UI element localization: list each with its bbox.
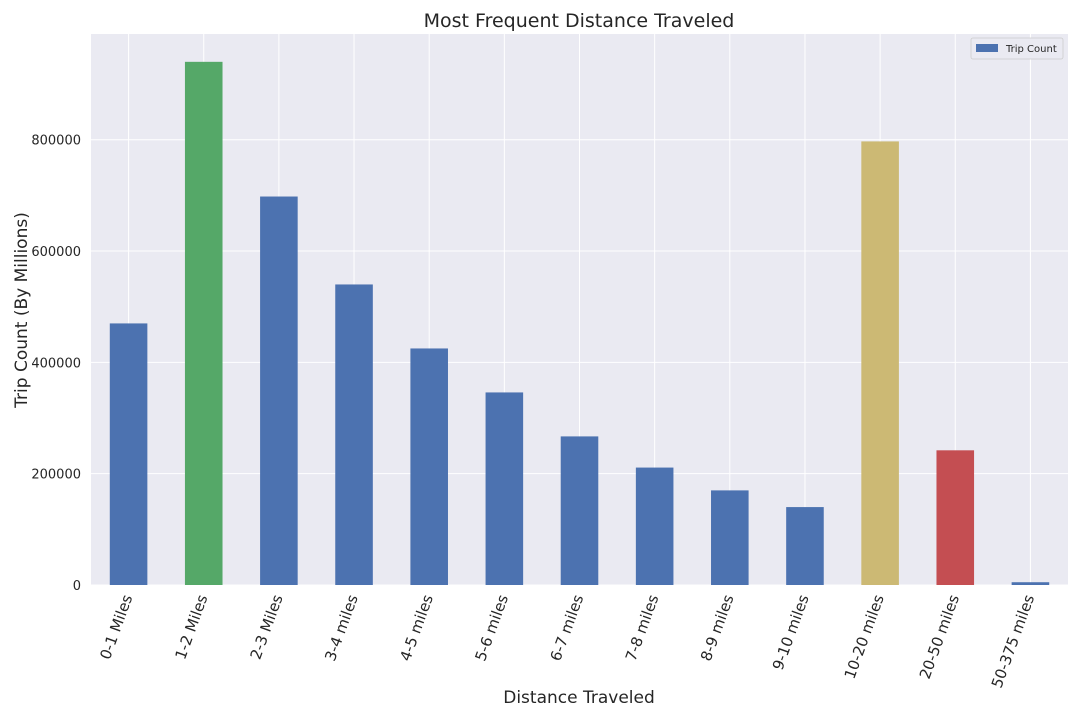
x-tick-label: 9-10 miles [769,592,813,672]
bar-9-10-miles [786,507,824,585]
x-axis-label: Distance Traveled [503,688,655,708]
x-tick-label: 0-1 Miles [96,592,136,662]
bar-6-7-miles [560,436,599,585]
x-tick-label: 8-9 miles [697,592,738,663]
chart-title: Most Frequent Distance Traveled [424,10,735,32]
legend-label: Trip Count [1005,44,1057,55]
y-tick-label: 600000 [31,245,81,260]
x-tick-label: 3-4 miles [321,592,362,663]
legend-box [970,37,1064,60]
bar-20-50-miles [936,450,975,585]
bar-8-9-miles [711,490,749,585]
legend: Trip Count [970,37,1064,60]
y-tick-labels: 0 200000 400000 600000 800000 [31,134,81,594]
x-tick-label: 2-3 Miles [247,592,287,662]
x-tick-label: 50-375 miles [988,592,1038,690]
bar-50-375-miles [1011,582,1050,585]
x-tick-label: 1-2 Miles [171,592,211,662]
y-axis-label: Trip Count (By Millions) [12,212,32,409]
y-tick-label: 0 [73,579,81,594]
y-tick-label: 800000 [31,134,81,149]
bar-2-3-miles [260,196,298,586]
y-tick-label: 400000 [31,356,81,371]
x-tick-label: 4-5 miles [396,592,437,663]
bar-10-20-miles [861,141,899,585]
bar-5-6-miles [485,392,524,585]
bar-0-1-miles [109,323,148,585]
bar-3-4-miles [335,284,373,585]
x-tick-labels: 0-1 Miles 1-2 Miles 2-3 Miles 3-4 miles 4-5 … [96,592,1038,690]
bars [109,61,1050,586]
x-tick-label: 20-50 miles [916,592,963,681]
x-tick-label: 6-7 miles [547,592,588,663]
y-tick-label: 200000 [31,468,81,483]
x-tick-label: 7-8 miles [622,592,663,663]
bar-1-2-miles [184,61,223,585]
x-tick-label: 10-20 miles [841,592,888,681]
bar-7-8-miles [635,467,674,585]
x-tick-label: 5-6 miles [472,592,513,663]
legend-swatch [976,44,998,52]
bar-4-5-miles [410,348,448,585]
